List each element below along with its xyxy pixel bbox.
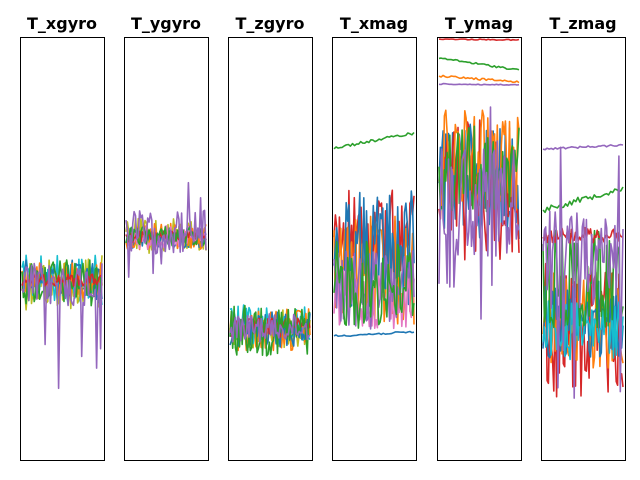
plot-area: [20, 37, 105, 461]
series-line: [542, 272, 624, 369]
series-line: [542, 300, 624, 361]
panel-t-xmag: T_xmag: [332, 14, 417, 461]
series-line: [438, 74, 520, 84]
panel-title: T_xgyro: [27, 14, 97, 33]
plot-area: [437, 37, 522, 461]
series-layer: [21, 254, 103, 390]
series-line: [333, 240, 415, 329]
panel-title: T_ygyro: [131, 14, 201, 33]
plot-area: [332, 37, 417, 461]
panel-title: T_zgyro: [236, 14, 305, 33]
series-line: [333, 190, 415, 307]
panel-title: T_zmag: [549, 14, 616, 33]
series-line: [438, 57, 520, 71]
plot-area: [228, 37, 313, 461]
series-line: [438, 106, 520, 320]
panel-t-zgyro: T_zgyro: [228, 14, 313, 461]
series-line: [542, 143, 624, 151]
series-layer: [125, 181, 207, 278]
series-layer: [542, 143, 624, 399]
series-line: [542, 186, 624, 214]
series-line: [229, 313, 311, 343]
panel-t-xgyro: T_xgyro: [20, 14, 105, 461]
panel-t-zmag: T_zmag: [541, 14, 626, 461]
panel-title: T_xmag: [340, 14, 408, 33]
plot-area: [541, 37, 626, 461]
series-line: [333, 131, 415, 150]
series-line: [21, 262, 103, 390]
panel-title: T_ymag: [445, 14, 513, 33]
series-line: [125, 225, 207, 247]
series-layer: [229, 304, 311, 357]
series-line: [333, 330, 415, 337]
panel-t-ygyro: T_ygyro: [124, 14, 209, 461]
series-line: [542, 146, 624, 399]
series-line: [125, 181, 207, 278]
panel-t-ymag: T_ymag: [437, 14, 522, 461]
series-line: [438, 82, 520, 86]
plot-area: [124, 37, 209, 461]
series-layer: [333, 131, 415, 337]
series-line: [438, 38, 520, 42]
series-layer: [438, 38, 520, 320]
